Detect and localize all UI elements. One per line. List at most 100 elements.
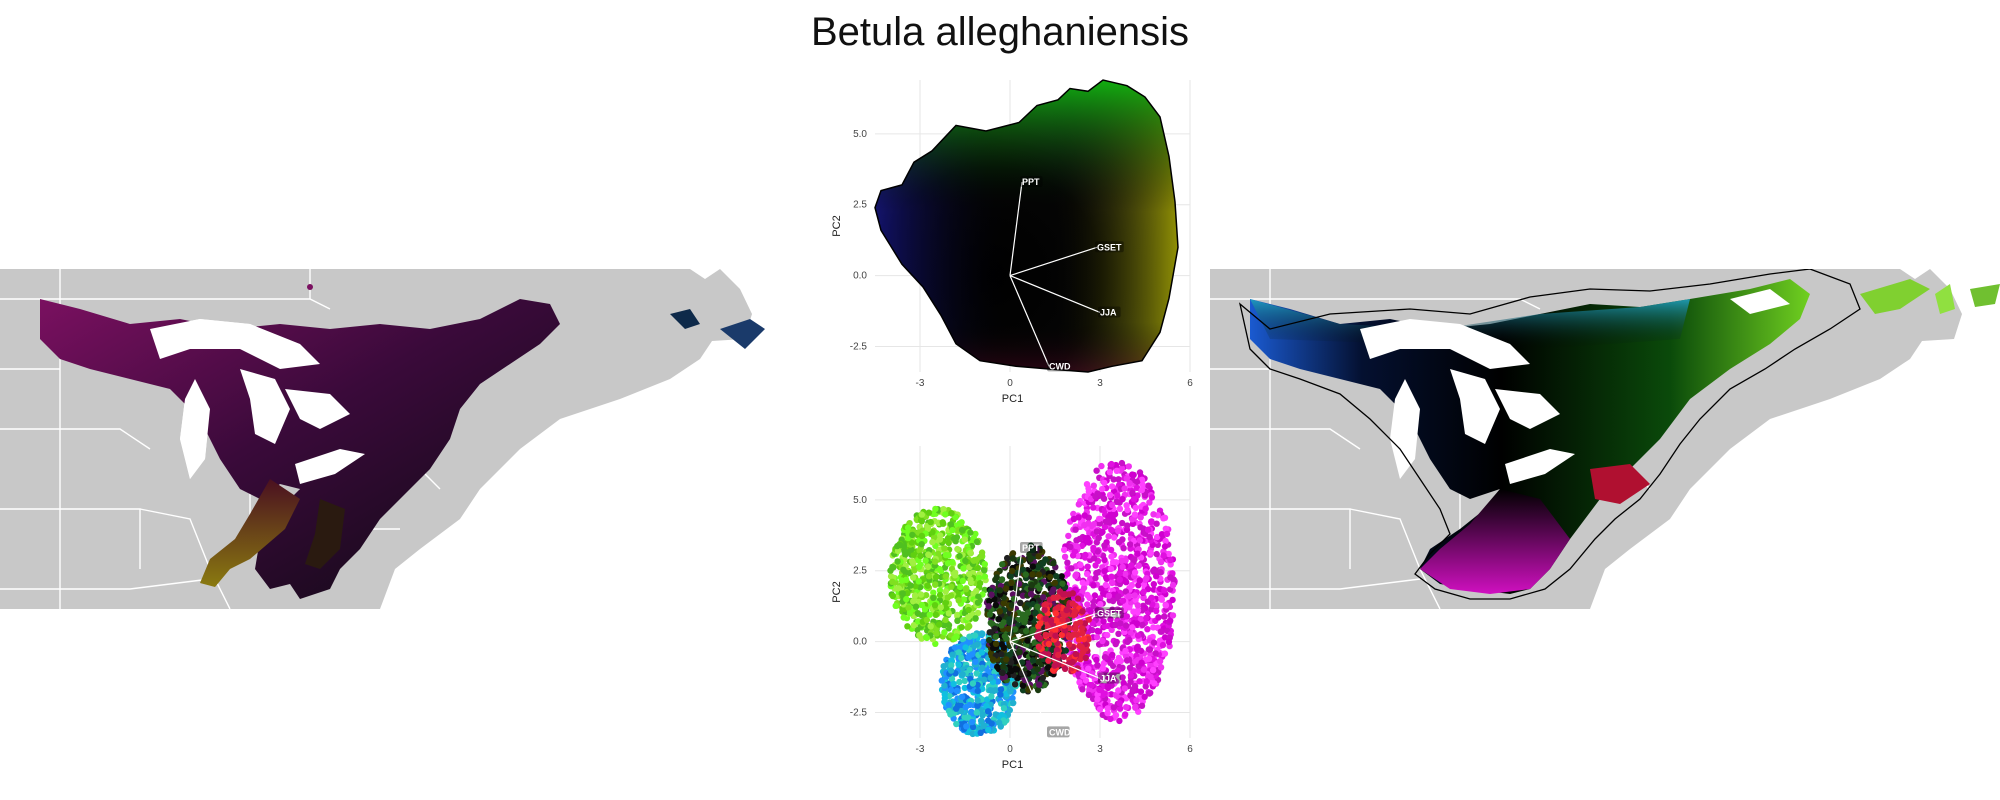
pca-point: [1110, 534, 1118, 541]
pca-point: [1099, 485, 1106, 493]
pca-point: [986, 597, 993, 605]
pca-point: [923, 634, 930, 642]
pca-point: [960, 596, 968, 603]
pca-point: [1079, 648, 1087, 656]
pca-point: [956, 552, 963, 560]
pca-point: [971, 632, 979, 639]
pca-point: [1143, 614, 1150, 622]
pca-point: [900, 566, 907, 573]
pca-point: [947, 667, 955, 674]
pca-point: [1146, 690, 1153, 697]
loading-label: JJA: [1100, 673, 1117, 683]
pca-point: [952, 569, 959, 576]
pca-point: [1116, 505, 1124, 512]
pca-point: [904, 623, 911, 630]
pca-point: [1051, 579, 1059, 586]
pca-point: [1116, 705, 1124, 712]
pca-point: [965, 614, 972, 621]
pca-point: [1119, 536, 1126, 543]
pca-point: [1093, 539, 1100, 546]
pca-point: [1086, 594, 1093, 602]
y-tick-label: 0.0: [853, 271, 867, 282]
pca-point: [1143, 575, 1150, 582]
pca-point: [1134, 607, 1142, 614]
pca-point: [1003, 656, 1010, 663]
pca-point: [1129, 516, 1136, 523]
pca-point: [1008, 667, 1015, 674]
axes: -3 0 3 6 5.0 2.5 0.0 -2.5 PC1 PC2: [831, 129, 1193, 405]
pca-point: [1130, 686, 1137, 693]
pca-point: [937, 604, 944, 611]
loading-arrow: [1009, 641, 1101, 680]
pca-point: [1072, 572, 1079, 579]
range-hull: [1238, 269, 1861, 600]
x-tick-label: 6: [1187, 744, 1193, 755]
pca-point: [894, 547, 902, 555]
pca-point: [1087, 608, 1094, 615]
pca-point: [1004, 554, 1011, 562]
pca-point: [985, 603, 992, 610]
pca-point: [1167, 556, 1174, 564]
pca-plot-bottom: PPT GSET JJA CWD -3 0 3 6 5.0 2.5 0.0 -2.5 PC1 PC2: [831, 446, 1193, 771]
pca-point: [932, 558, 939, 565]
pca-point: [918, 541, 925, 548]
pca-point: [1077, 561, 1084, 568]
pca-point: [1080, 636, 1087, 643]
range-tail-2: [305, 499, 345, 569]
pca-point: [1150, 511, 1157, 518]
pca-point: [985, 726, 992, 734]
pca-point: [1105, 675, 1112, 682]
pca-point: [1101, 568, 1108, 575]
pca-point: [1123, 502, 1130, 509]
pca-point: [1053, 646, 1061, 654]
loading-vectors: PPT GSET JJA CWD: [1009, 176, 1124, 372]
pca-point: [1131, 511, 1139, 518]
pca-point: [1090, 582, 1097, 589]
pca-point: [1169, 596, 1176, 604]
pca-point: [983, 702, 990, 710]
pca-point: [985, 717, 992, 724]
pca-point: [1093, 528, 1100, 535]
pca-point: [914, 610, 921, 617]
pca-point: [1042, 615, 1050, 622]
pca-point: [1119, 674, 1126, 681]
pca-point: [1050, 560, 1057, 567]
pca-point: [927, 518, 934, 526]
pca-point: [1073, 537, 1080, 544]
pca-point: [941, 545, 948, 552]
left-map: [0, 269, 765, 609]
pca-point: [1008, 567, 1016, 575]
pca-point: [1137, 524, 1144, 531]
pca-point: [945, 621, 953, 629]
y-tick-label: 5.0: [853, 495, 867, 506]
pca-point: [930, 594, 937, 601]
pca-point: [1047, 573, 1054, 581]
pca-point: [1144, 626, 1151, 633]
pca-point: [1147, 673, 1154, 680]
pca-point: [1090, 544, 1097, 552]
pca-point: [1119, 597, 1127, 604]
pca-point: [966, 623, 973, 630]
pca-point: [1011, 681, 1019, 688]
pca-point: [984, 708, 992, 715]
pca-point: [1115, 687, 1122, 694]
pca-point: [1122, 570, 1129, 578]
pca-point: [1042, 601, 1049, 608]
pca-point: [968, 718, 976, 726]
pca-point: [1099, 665, 1107, 672]
pca-point: [1158, 595, 1165, 602]
pca-point: [1083, 570, 1091, 578]
pca-point: [956, 520, 963, 527]
pca-point: [1044, 664, 1052, 671]
x-axis-label: PC1: [1002, 393, 1023, 405]
pca-point: [1084, 601, 1091, 608]
pca-point: [1020, 566, 1027, 573]
pca-point: [1019, 682, 1027, 689]
pca-point: [1059, 617, 1066, 624]
pca-point: [1058, 573, 1065, 580]
pca-point: [1007, 659, 1015, 666]
pca-point: [932, 505, 939, 513]
pca-point: [1129, 489, 1136, 497]
pca-point: [1024, 609, 1032, 616]
pca-point: [1161, 543, 1169, 550]
